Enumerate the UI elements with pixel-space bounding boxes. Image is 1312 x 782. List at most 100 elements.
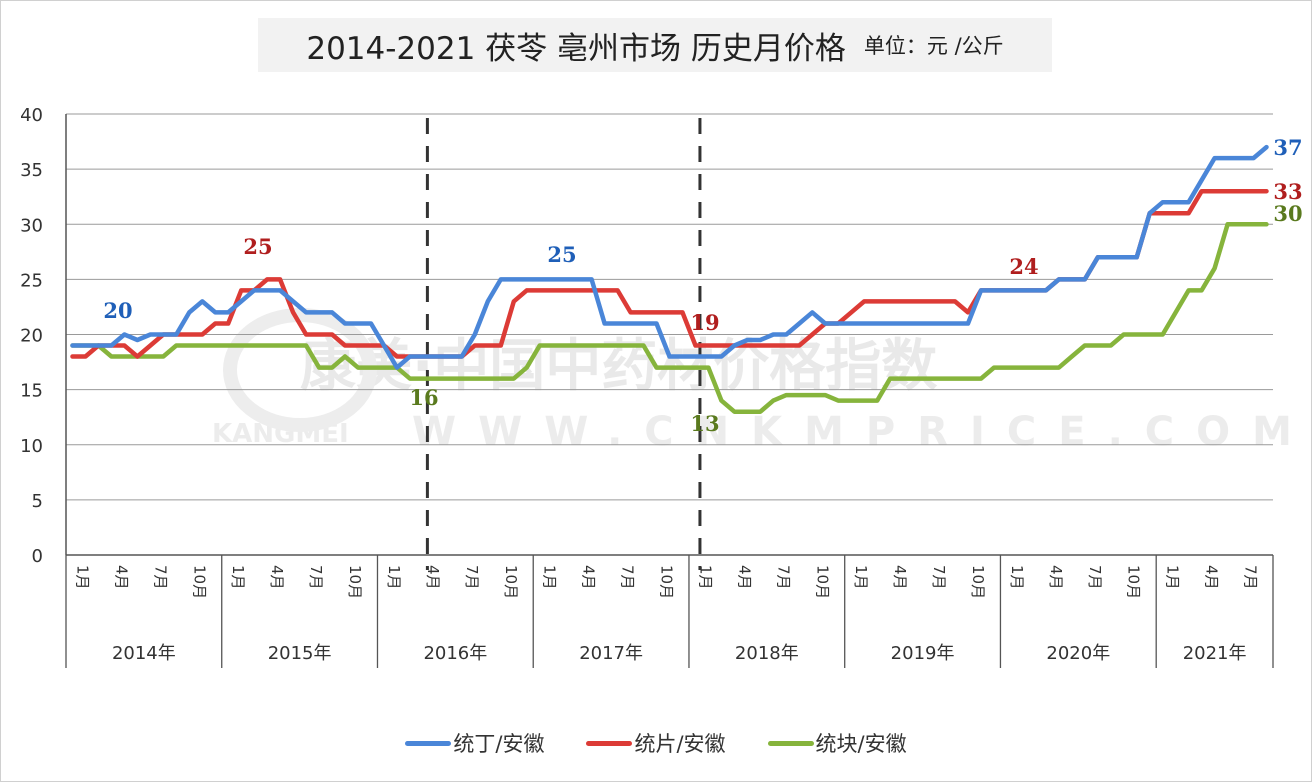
- svg-text:7月: 7月: [1242, 565, 1260, 590]
- svg-text:10月: 10月: [1125, 565, 1143, 599]
- x-month-label: 7月: [307, 565, 325, 590]
- svg-text:1月: 1月: [385, 565, 403, 590]
- svg-text:7月: 7月: [463, 565, 481, 590]
- svg-text:7月: 7月: [619, 565, 637, 590]
- data-label: 19: [690, 310, 719, 335]
- legend-item-tongkuai[interactable]: 统块/安徽: [767, 728, 907, 758]
- svg-text:7月: 7月: [774, 565, 792, 590]
- x-month-label: 7月: [774, 565, 792, 590]
- legend-item-tongding[interactable]: 统丁/安徽: [405, 728, 544, 758]
- y-tick-label: 30: [20, 215, 43, 236]
- data-label: 37: [1273, 135, 1302, 160]
- x-month-label: 10月: [1125, 565, 1143, 599]
- y-tick-label: 40: [20, 105, 43, 126]
- y-tick-label: 10: [20, 436, 43, 457]
- x-axis: 1月 4月 7月 10月 2014年 1月 4月 7月 10月 2015年 1月 4月 7月 10月 201…: [65, 555, 1274, 668]
- series-line: [70, 222, 1269, 414]
- data-label: 33: [1273, 179, 1302, 204]
- legend-swatch-red: [586, 740, 633, 746]
- svg-text:1月: 1月: [73, 565, 91, 590]
- x-month-label: 10月: [190, 565, 208, 599]
- x-year-label: 2016年: [423, 643, 487, 664]
- svg-text:4月: 4月: [735, 565, 753, 590]
- svg-text:1月: 1月: [1164, 565, 1182, 590]
- x-month-label: 1月: [1008, 565, 1026, 590]
- y-tick-label: 0: [32, 546, 43, 567]
- svg-text:10月: 10月: [346, 565, 364, 599]
- x-month-label: 10月: [969, 565, 987, 599]
- x-month-label: 10月: [502, 565, 520, 599]
- svg-text:7月: 7月: [151, 565, 169, 590]
- x-month-label: 4月: [735, 565, 753, 590]
- x-year-label: 2021年: [1183, 643, 1247, 664]
- x-month-label: 4月: [580, 565, 598, 590]
- svg-text:7月: 7月: [307, 565, 325, 590]
- svg-text:10月: 10月: [658, 565, 676, 599]
- legend-label: 统丁/安徽: [453, 732, 545, 756]
- legend-label: 统块/安徽: [815, 732, 907, 756]
- y-axis: 0 5 10 15 20 25 30 35 40: [20, 105, 67, 567]
- svg-text:4月: 4月: [1047, 565, 1065, 590]
- data-series: [70, 144, 1269, 414]
- svg-text:10月: 10月: [969, 565, 987, 599]
- x-month-label: 10月: [658, 565, 676, 599]
- legend-item-tongpian[interactable]: 统片/安徽: [586, 728, 726, 758]
- x-year-label: 2015年: [268, 643, 332, 664]
- legend-swatch-green: [767, 740, 814, 746]
- watermark-url: WWW.CNKMPRICE.COM: [412, 409, 1312, 455]
- svg-text:1月: 1月: [229, 565, 247, 590]
- x-month-label: 1月: [73, 565, 91, 590]
- data-label: 30: [1273, 201, 1302, 226]
- x-month-label: 7月: [151, 565, 169, 590]
- x-month-label: 10月: [346, 565, 364, 599]
- svg-text:4月: 4月: [891, 565, 909, 590]
- svg-text:10月: 10月: [813, 565, 831, 599]
- svg-text:4月: 4月: [1203, 565, 1221, 590]
- chart-title: 2014-2021 茯苓 亳州市场 历史月价格 单位：元 /公斤: [258, 18, 1052, 72]
- y-tick-label: 5: [32, 491, 43, 512]
- y-tick-label: 20: [20, 326, 43, 347]
- x-month-label: 7月: [930, 565, 948, 590]
- x-month-label: 1月: [696, 565, 714, 590]
- data-label: 20: [103, 298, 132, 323]
- svg-text:10月: 10月: [190, 565, 208, 599]
- x-month-label: 4月: [1203, 565, 1221, 590]
- x-month-label: 1月: [229, 565, 247, 590]
- chart-title-unit: 单位：元 /公斤: [863, 34, 1004, 58]
- x-month-label: 4月: [424, 565, 442, 590]
- chart-legend: 统丁/安徽 统片/安徽 统块/安徽: [0, 728, 1312, 758]
- x-month-label: 7月: [1242, 565, 1260, 590]
- series-line: [70, 144, 1269, 370]
- y-tick-label: 15: [20, 381, 43, 402]
- svg-text:4月: 4月: [580, 565, 598, 590]
- svg-text:1月: 1月: [541, 565, 559, 590]
- svg-text:7月: 7月: [930, 565, 948, 590]
- svg-text:4月: 4月: [268, 565, 286, 590]
- legend-label: 统片/安徽: [634, 732, 726, 756]
- x-month-label: 7月: [619, 565, 637, 590]
- x-month-label: 4月: [891, 565, 909, 590]
- data-label: 24: [1009, 254, 1038, 279]
- svg-text:4月: 4月: [424, 565, 442, 590]
- chart-title-main: 2014-2021 茯苓 亳州市场 历史月价格: [306, 30, 846, 67]
- x-month-label: 4月: [112, 565, 130, 590]
- svg-text:1月: 1月: [696, 565, 714, 590]
- x-year-label: 2018年: [735, 643, 799, 664]
- x-month-label: 1月: [852, 565, 870, 590]
- x-month-label: 1月: [385, 565, 403, 590]
- data-label: 16: [409, 385, 438, 410]
- legend-swatch-blue: [405, 740, 452, 746]
- grid-lines: [66, 113, 1273, 556]
- x-month-label: 1月: [1164, 565, 1182, 590]
- svg-text:1月: 1月: [1008, 565, 1026, 590]
- x-year-label: 2019年: [891, 643, 955, 664]
- x-month-label: 1月: [541, 565, 559, 590]
- watermark-logo: [223, 308, 377, 432]
- x-year-label: 2014年: [112, 643, 176, 664]
- data-label: 13: [690, 411, 719, 436]
- y-tick-label: 35: [20, 160, 43, 181]
- x-month-label: 10月: [813, 565, 831, 599]
- svg-text:4月: 4月: [112, 565, 130, 590]
